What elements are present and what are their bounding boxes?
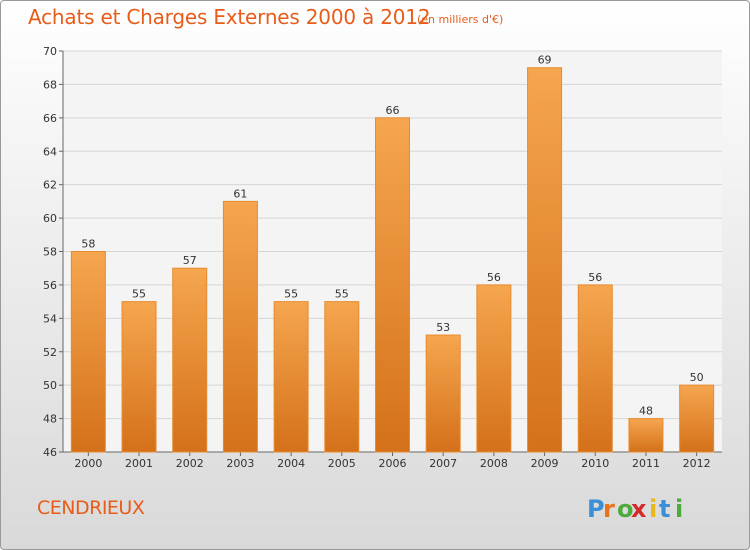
bar-2008 <box>476 284 512 453</box>
bars <box>70 67 715 453</box>
data-label-2008: 56 <box>487 271 501 284</box>
data-label-2000: 58 <box>81 238 95 251</box>
bar-2003 <box>222 200 258 453</box>
x-tick-label-2006: 2006 <box>379 457 407 470</box>
bar-2006 <box>375 117 410 453</box>
y-tick-label: 62 <box>43 179 57 192</box>
y-tick-label: 46 <box>43 446 57 459</box>
y-tick-label: 48 <box>43 413 57 426</box>
x-tick-label-2003: 2003 <box>226 457 254 470</box>
bar-2011 <box>628 418 664 453</box>
logo-letter: i <box>675 495 683 523</box>
data-label-2011: 48 <box>639 405 653 418</box>
bar-2004 <box>273 301 309 453</box>
bar-2009 <box>527 67 563 453</box>
bar-2002 <box>172 267 208 453</box>
x-tick-label-2005: 2005 <box>328 457 356 470</box>
x-tick-label-2012: 2012 <box>683 457 711 470</box>
proxiti-logo[interactable]: Pr ox i t i <box>583 489 693 525</box>
bar-2010 <box>577 284 613 453</box>
commune-name: CENDRIEUX <box>37 497 145 519</box>
data-label-2012: 50 <box>690 371 704 384</box>
logo-letter: P <box>587 495 605 523</box>
data-label-2006: 66 <box>386 104 400 117</box>
x-tick-label-2000: 2000 <box>74 457 102 470</box>
x-tick-label-2010: 2010 <box>581 457 609 470</box>
y-tick-label: 50 <box>43 379 57 392</box>
logo-letter: x <box>631 495 647 523</box>
y-tick-label: 64 <box>43 145 57 158</box>
x-tick-label-2009: 2009 <box>531 457 559 470</box>
bar-2000 <box>70 251 106 453</box>
y-tick-label: 52 <box>43 346 57 359</box>
data-label-2004: 55 <box>284 288 298 301</box>
data-label-2007: 53 <box>436 321 450 334</box>
x-tick-label-2004: 2004 <box>277 457 305 470</box>
x-tick-label-2011: 2011 <box>632 457 660 470</box>
bar-2012 <box>679 384 715 453</box>
y-tick-label: 60 <box>43 212 57 225</box>
logo-letter: t <box>659 495 670 523</box>
data-label-2002: 57 <box>183 254 197 267</box>
y-tick-label: 70 <box>43 45 57 58</box>
x-tick-label-2008: 2008 <box>480 457 508 470</box>
data-labels: 58 55 57 61 55 55 66 53 56 69 56 48 50 <box>81 54 703 418</box>
y-tick-label: 68 <box>43 78 57 91</box>
bar-2001 <box>121 301 157 453</box>
y-tick-label: 58 <box>43 246 57 259</box>
x-tick-label-2007: 2007 <box>429 457 457 470</box>
logo-letter: i <box>649 495 657 523</box>
chart-unit-note: (en milliers d'€) <box>417 13 504 26</box>
chart-title: Achats et Charges Externes 2000 à 2012 <box>28 5 431 29</box>
data-label-2010: 56 <box>588 271 602 284</box>
logo-letter: r <box>603 495 615 523</box>
y-tick-label: 54 <box>43 312 57 325</box>
bar-2007 <box>425 334 461 453</box>
data-label-2009: 69 <box>538 54 552 67</box>
axes: 46 48 50 52 54 56 58 60 62 64 66 68 70 2000 2001 2002 20… <box>43 45 722 470</box>
data-label-2001: 55 <box>132 288 146 301</box>
bar-2005 <box>324 301 360 453</box>
data-label-2003: 61 <box>233 187 247 200</box>
data-label-2005: 55 <box>335 288 349 301</box>
logo-letter: o <box>617 495 634 523</box>
x-tick-label-2001: 2001 <box>125 457 153 470</box>
y-tick-label: 66 <box>43 112 57 125</box>
y-tick-label: 56 <box>43 279 57 292</box>
x-tick-label-2002: 2002 <box>176 457 204 470</box>
